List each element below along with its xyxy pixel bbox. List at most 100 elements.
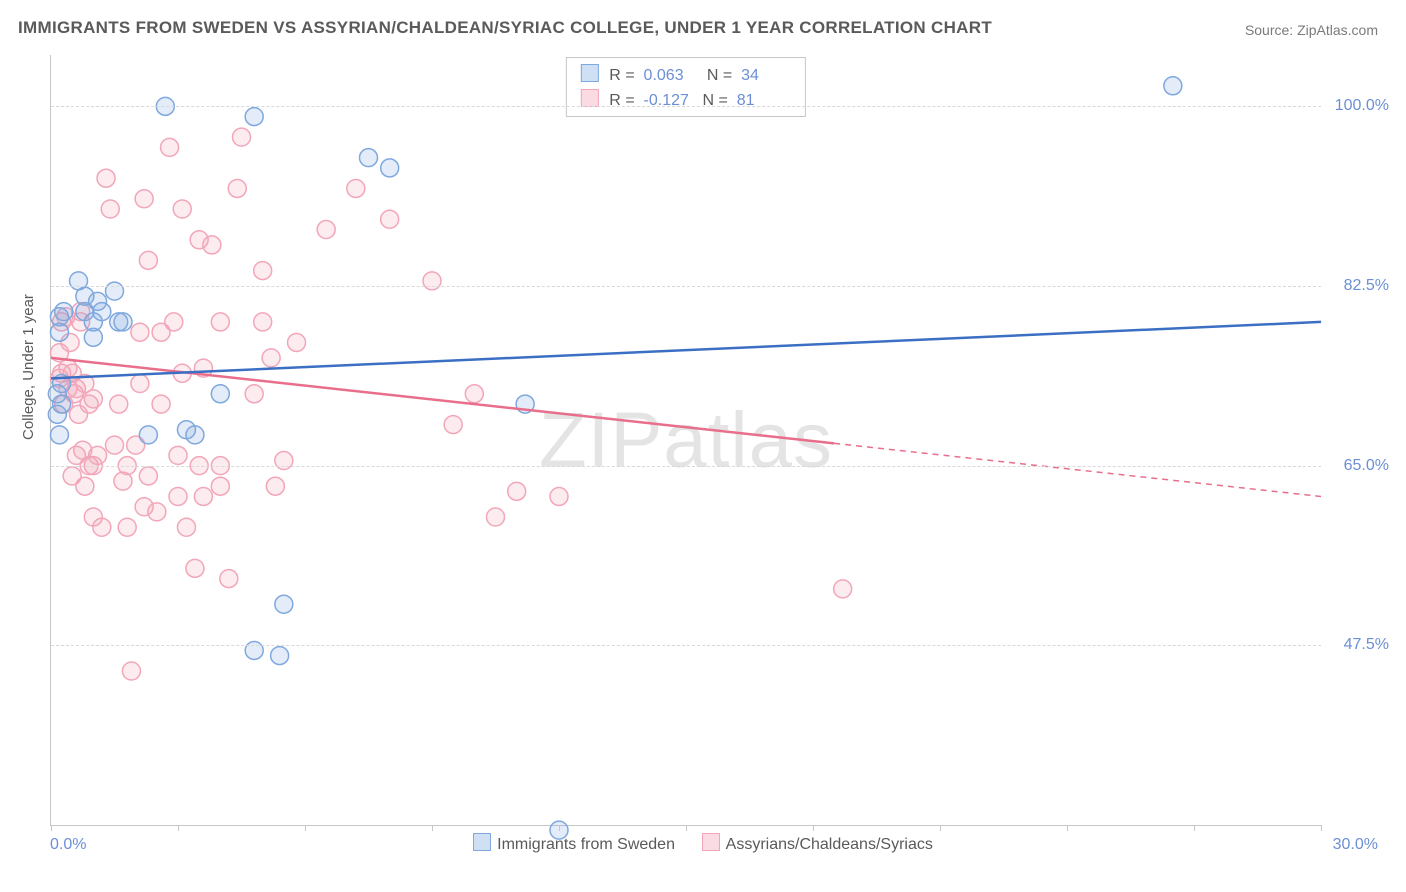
data-point — [110, 395, 128, 413]
data-point — [203, 236, 221, 254]
data-point — [186, 559, 204, 577]
data-point — [245, 385, 263, 403]
x-tick — [813, 825, 814, 831]
data-point — [275, 595, 293, 613]
data-point — [55, 303, 73, 321]
data-point — [262, 349, 280, 367]
chart-title: IMMIGRANTS FROM SWEDEN VS ASSYRIAN/CHALD… — [18, 18, 992, 38]
y-tick-label: 100.0% — [1335, 97, 1389, 115]
data-point — [135, 190, 153, 208]
legend-swatch — [473, 833, 491, 851]
trend-line-extrapolated — [834, 443, 1321, 496]
data-point — [118, 518, 136, 536]
data-point — [169, 487, 187, 505]
swatch-series-b — [581, 89, 599, 107]
data-point — [101, 200, 119, 218]
data-point — [97, 169, 115, 187]
data-point — [271, 647, 289, 665]
data-point — [220, 570, 238, 588]
data-point — [834, 580, 852, 598]
r-value-a: 0.063 — [644, 67, 694, 85]
y-tick-label: 47.5% — [1344, 636, 1389, 654]
data-point — [84, 390, 102, 408]
data-point — [266, 477, 284, 495]
swatch-series-a — [581, 64, 599, 82]
r-label: R — [609, 67, 621, 84]
data-point — [84, 328, 102, 346]
data-point — [194, 487, 212, 505]
legend-row-series-a: R = 0.063 N = 34 — [581, 62, 791, 87]
data-point — [106, 436, 124, 454]
data-point — [228, 179, 246, 197]
data-point — [550, 487, 568, 505]
data-point — [254, 313, 272, 331]
y-axis-label: College, Under 1 year — [20, 294, 37, 440]
x-tick — [559, 825, 560, 831]
data-point — [186, 426, 204, 444]
data-point — [93, 518, 111, 536]
x-tick — [432, 825, 433, 831]
equals: = — [723, 67, 732, 84]
data-point — [139, 426, 157, 444]
data-point — [89, 446, 107, 464]
source-text: Source: ZipAtlas.com — [1245, 22, 1378, 38]
data-point — [211, 385, 229, 403]
data-point — [211, 313, 229, 331]
data-point — [508, 482, 526, 500]
data-point — [245, 108, 263, 126]
correlation-legend: R = 0.063 N = 34 R = -0.127 N = 81 — [566, 57, 806, 117]
data-point — [169, 446, 187, 464]
data-point — [177, 518, 195, 536]
x-tick — [305, 825, 306, 831]
data-point — [487, 508, 505, 526]
data-point — [139, 251, 157, 269]
data-point — [76, 477, 94, 495]
trend-line — [51, 322, 1321, 378]
legend-label: Immigrants from Sweden — [497, 836, 675, 853]
data-point — [173, 200, 191, 218]
data-point — [131, 323, 149, 341]
data-point — [53, 395, 71, 413]
data-point — [114, 313, 132, 331]
data-point — [423, 272, 441, 290]
data-point — [275, 452, 293, 470]
data-point — [1164, 77, 1182, 95]
gridline — [51, 645, 1321, 646]
data-point — [139, 467, 157, 485]
legend-label: Assyrians/Chaldeans/Syriacs — [726, 836, 933, 853]
data-point — [165, 313, 183, 331]
data-point — [50, 426, 68, 444]
gridline — [51, 466, 1321, 467]
x-tick — [1194, 825, 1195, 831]
x-tick — [1067, 825, 1068, 831]
data-point — [93, 303, 111, 321]
data-point — [161, 138, 179, 156]
x-tick — [51, 825, 52, 831]
data-point — [381, 210, 399, 228]
n-value-a: 34 — [741, 67, 791, 85]
gridline — [51, 286, 1321, 287]
data-point — [148, 503, 166, 521]
chart-svg — [51, 55, 1321, 825]
legend-swatch — [702, 833, 720, 851]
data-point — [122, 662, 140, 680]
x-tick — [686, 825, 687, 831]
y-tick-label: 82.5% — [1344, 277, 1389, 295]
x-tick — [1321, 825, 1322, 831]
equals: = — [625, 67, 634, 84]
data-point — [211, 477, 229, 495]
data-point — [245, 641, 263, 659]
data-point — [106, 282, 124, 300]
data-point — [347, 179, 365, 197]
y-tick-label: 65.0% — [1344, 457, 1389, 475]
x-tick — [940, 825, 941, 831]
data-point — [317, 221, 335, 239]
n-label: N — [707, 67, 719, 84]
data-point — [465, 385, 483, 403]
gridline — [51, 106, 1321, 107]
x-tick — [178, 825, 179, 831]
series-legend: Immigrants from Sweden Assyrians/Chaldea… — [0, 833, 1406, 854]
data-point — [131, 375, 149, 393]
data-point — [288, 333, 306, 351]
data-point — [152, 395, 170, 413]
